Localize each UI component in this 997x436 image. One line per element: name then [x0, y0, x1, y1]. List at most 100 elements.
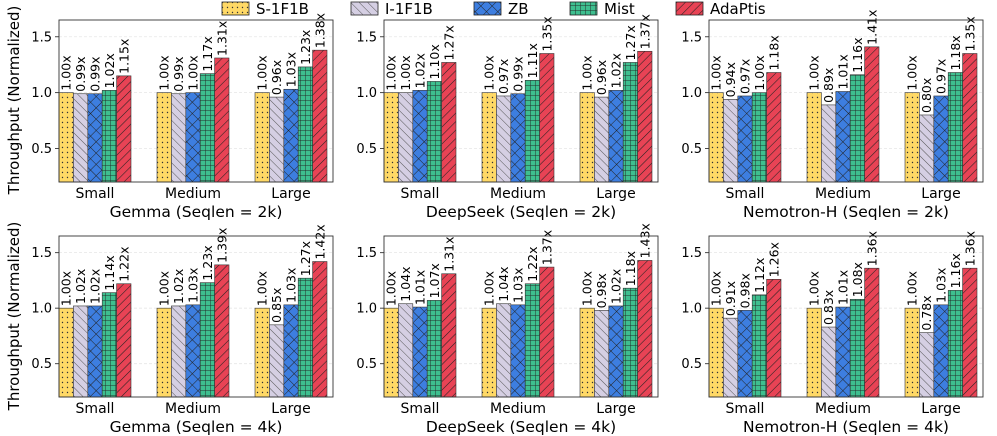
bar-s1f1b-large: 1.00x: [579, 55, 595, 183]
bar-label: 1.37x: [637, 14, 652, 49]
panel-title: DeepSeek (Seqlen = 4k): [426, 418, 616, 436]
bar-s1f1b-small: 1.00x: [708, 271, 724, 398]
bar-label: 1.16x: [850, 38, 865, 73]
bar-i1f1b-medium: 0.97x: [496, 59, 511, 183]
bar-zb-small: 0.99x: [88, 57, 103, 183]
bar-i1f1b-large: 0.96x: [269, 60, 284, 183]
bar-label: 1.18x: [766, 35, 781, 70]
y-tick-label: 0.5: [31, 357, 52, 372]
bar-label: 0.94x: [723, 62, 738, 97]
panel-title: Gemma (Seqlen = 2k): [110, 203, 283, 221]
bar-label: 0.80x: [919, 78, 934, 113]
bar-label: 1.11x: [525, 43, 540, 78]
bar-mist-small: 1.07x: [427, 263, 442, 398]
bar-i1f1b-small: 1.00x: [398, 55, 413, 183]
bar-hatch: [116, 283, 131, 397]
bar-label: 1.22x: [525, 247, 540, 282]
bar-adaptis-small: 1.15x: [116, 39, 131, 183]
bar-mist-small: 1.00x: [751, 55, 767, 183]
bar-adaptis-medium: 1.35x: [539, 16, 554, 183]
bar-hatch: [766, 72, 781, 182]
bar-adaptis-medium: 1.37x: [539, 230, 554, 398]
bar-hatch: [850, 74, 865, 182]
bar-hatch: [510, 93, 526, 182]
bar-label: 1.02x: [102, 53, 117, 88]
bar-i1f1b-large: 0.98x: [594, 273, 610, 398]
bar-hatch: [59, 92, 74, 182]
bar-label: 1.17x: [200, 36, 215, 71]
bar-label: 1.01x: [836, 270, 851, 305]
bar-zb-small: 0.97x: [737, 59, 753, 183]
bar-label: 1.35x: [962, 16, 977, 51]
bar-adaptis-small: 1.31x: [441, 237, 457, 398]
bar-label: 1.18x: [623, 251, 638, 286]
x-tick-label-medium: Medium: [490, 186, 546, 202]
bar-hatch: [59, 308, 74, 397]
bar-label: 1.36x: [864, 231, 879, 266]
bar-label: 1.27x: [623, 25, 638, 60]
bar-hatch: [737, 310, 753, 397]
y-tick-label: 0.5: [681, 357, 702, 372]
bar-hatch: [709, 92, 724, 182]
bar-adaptis-medium: 1.31x: [214, 21, 230, 183]
bar-hatch: [807, 308, 822, 397]
axes-frame: [58, 19, 334, 183]
bar-hatch: [200, 73, 215, 182]
bar-label: 0.83x: [821, 290, 836, 325]
bar-label: 1.41x: [864, 10, 879, 45]
axes-frame: [708, 235, 984, 398]
bar-label: 1.00x: [59, 271, 74, 306]
bar-hatch: [637, 51, 652, 182]
bar-label: 1.00x: [255, 55, 270, 90]
bar-label: 1.01x: [836, 54, 851, 89]
bar-hatch: [539, 267, 554, 397]
bar-label: 1.03x: [186, 268, 201, 303]
bar-adaptis-small: 1.22x: [116, 247, 131, 398]
bar-hatch: [116, 75, 131, 182]
legend-hatch-i1f1b: [351, 2, 378, 15]
bar-s1f1b-medium: 1.00x: [481, 55, 497, 183]
bar-zb-large: 1.02x: [608, 53, 624, 183]
bar-i1f1b-medium: 1.02x: [171, 269, 186, 398]
y-tick-label: 1.5: [681, 246, 702, 261]
bar-hatch: [821, 104, 836, 182]
x-tick-label-small: Small: [401, 186, 440, 202]
y-axis-label-top: Throughput (Normalized): [5, 6, 23, 196]
bar-mist-large: 1.27x: [298, 241, 313, 398]
bar-label: 0.99x: [73, 57, 88, 92]
bar-i1f1b-small: 1.04x: [398, 266, 413, 398]
bar-hatch: [73, 305, 88, 397]
bar-label: 1.37x: [539, 230, 554, 265]
bar-zb-large: 1.02x: [608, 269, 624, 398]
bar-hatch: [441, 62, 456, 183]
x-tick-label-large: Large: [271, 186, 310, 202]
bar-label: 0.96x: [594, 60, 609, 95]
bar-label: 1.04x: [398, 266, 413, 301]
bar-hatch: [384, 308, 399, 397]
bar-label: 1.00x: [186, 55, 201, 90]
bar-label: 0.91x: [723, 281, 738, 316]
legend-label-zb: ZB: [508, 0, 529, 18]
bar-label: 1.00x: [482, 55, 497, 90]
bar-hatch: [398, 92, 413, 182]
bar-label: 1.00x: [580, 271, 595, 306]
bar-hatch: [864, 46, 879, 182]
legend: S-1F1B I-1F1B ZB Mist AdaPtis: [221, 0, 766, 18]
legend-label-i1f1b: I-1F1B: [385, 0, 433, 18]
bar-label: 1.00x: [255, 271, 270, 306]
bar-mist-medium: 1.11x: [524, 43, 540, 183]
bar-hatch: [87, 305, 103, 397]
y-tick-label: 1.5: [31, 246, 52, 261]
bar-i1f1b-medium: 0.99x: [171, 57, 186, 183]
bar-zb-medium: 0.99x: [510, 57, 526, 183]
panel-title: Nemotron-H (Seqlen = 4k): [743, 418, 949, 436]
panel-title: Gemma (Seqlen = 4k): [110, 418, 283, 436]
bar-label: 1.14x: [102, 255, 117, 290]
